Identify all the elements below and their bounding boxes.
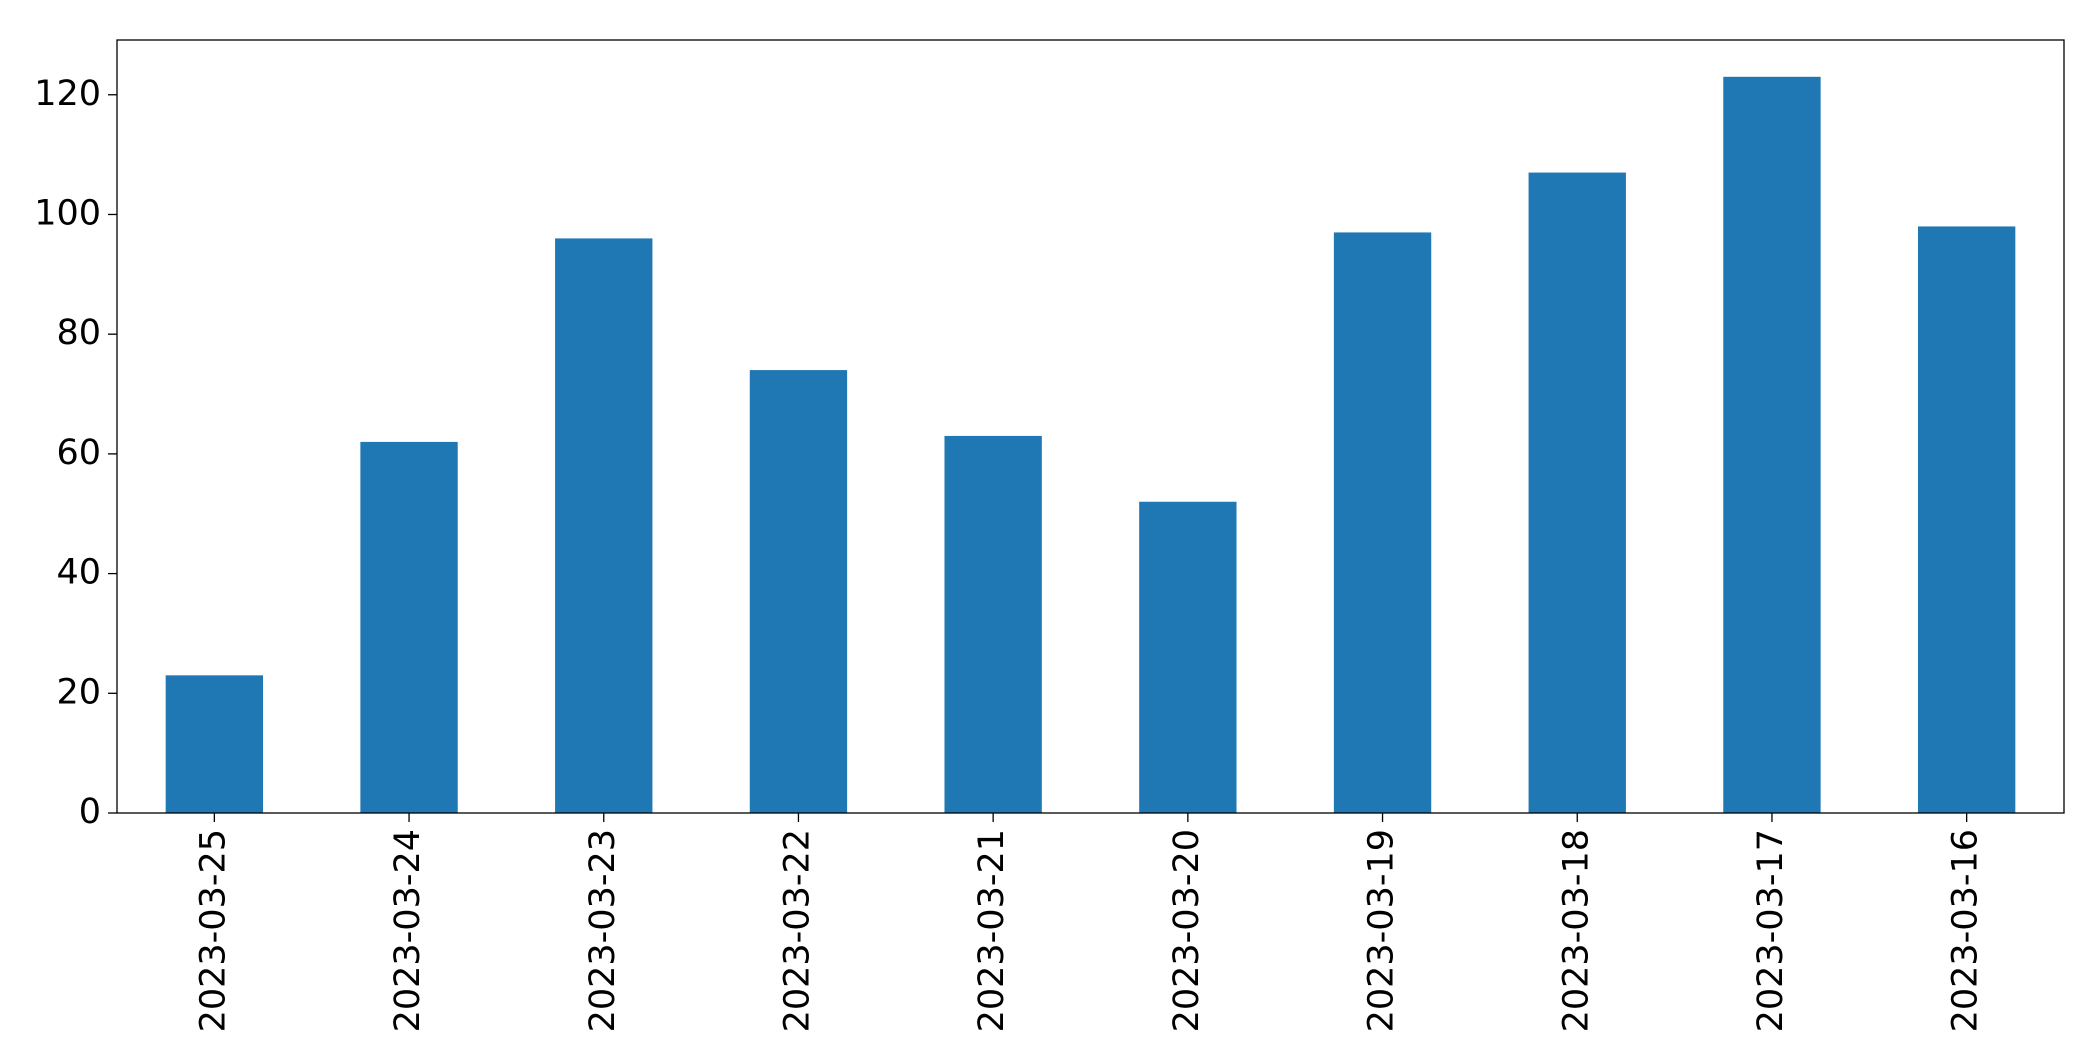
x-tick-label: 2023-03-23 [583, 829, 623, 1032]
bar [944, 435, 1042, 813]
bar [749, 370, 848, 813]
plot-frame [116, 39, 2065, 814]
bar [165, 675, 264, 813]
x-tick-label: 2023-03-19 [1362, 829, 1402, 1032]
bar [555, 238, 653, 814]
y-tick-label: 80 [56, 313, 101, 353]
x-tick-label: 2023-03-18 [1556, 829, 1596, 1032]
y-tick-label: 20 [56, 672, 101, 712]
bar [1723, 76, 1821, 814]
bar [1528, 172, 1626, 813]
bar [1917, 226, 2016, 813]
x-tick-label: 2023-03-25 [193, 829, 233, 1032]
y-tick-label: 100 [34, 193, 101, 233]
y-tick-label: 60 [56, 433, 101, 473]
x-tick-label: 2023-03-22 [777, 829, 817, 1032]
x-tick-label: 2023-03-21 [972, 829, 1012, 1032]
y-tick-label: 40 [56, 553, 101, 593]
y-tick-label: 120 [34, 74, 101, 114]
bar [1139, 501, 1237, 813]
bar [1333, 232, 1432, 814]
bar [360, 441, 458, 813]
x-tick-label: 2023-03-17 [1751, 829, 1791, 1032]
y-tick-label: 0 [79, 792, 101, 832]
x-tick-label: 2023-03-20 [1167, 829, 1207, 1032]
x-tick-label: 2023-03-16 [1946, 829, 1986, 1032]
x-tick-label: 2023-03-24 [388, 829, 428, 1032]
